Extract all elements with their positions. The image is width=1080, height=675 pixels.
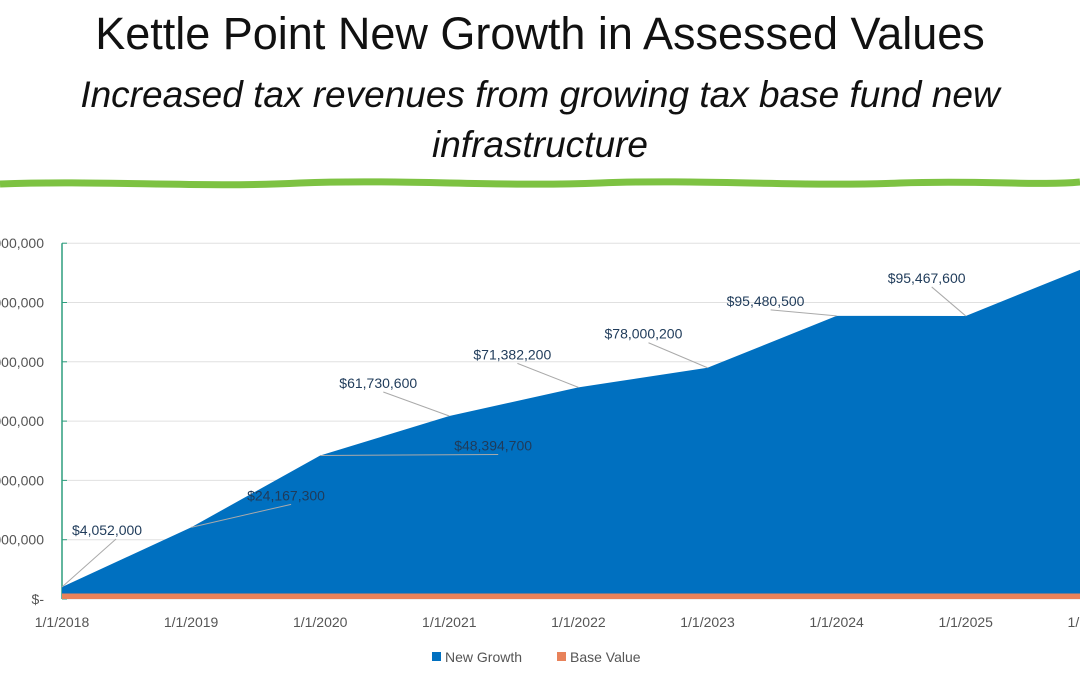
x-tick-label: 1/1/2022 (551, 614, 606, 630)
legend-swatch (432, 652, 441, 661)
base-value-area (62, 593, 1080, 599)
y-tick-label: $120,000,000 (0, 235, 44, 251)
legend-label: Base Value (570, 649, 641, 665)
data-label: $61,730,600 (339, 375, 417, 391)
leader-line (770, 309, 837, 317)
x-tick-label: 1/1/2019 (164, 614, 219, 630)
legend-swatch (557, 652, 566, 661)
new-growth-area (62, 269, 1080, 599)
y-tick-label: $- (32, 591, 45, 607)
x-tick-label: 1/1/2026 (1068, 614, 1080, 630)
leader-line (517, 362, 579, 388)
legend-label: New Growth (445, 649, 522, 665)
data-label: $4,052,000 (72, 522, 142, 538)
x-tick-label: 1/1/2021 (422, 614, 477, 630)
data-label: $95,480,500 (727, 293, 805, 309)
x-tick-label: 1/1/2018 (35, 614, 90, 630)
leader-line (931, 286, 967, 317)
y-tick-label: $20,000,000 (0, 532, 44, 548)
slide-subtitle: Increased tax revenues from growing tax … (80, 74, 1000, 165)
data-label: $95,467,600 (888, 270, 966, 286)
leader-line (383, 391, 450, 417)
leader-line (648, 342, 708, 369)
data-label: $78,000,200 (605, 326, 683, 342)
x-tick-label: 1/1/2020 (293, 614, 348, 630)
x-tick-label: 1/1/2025 (938, 614, 993, 630)
leader-line (61, 538, 117, 588)
y-tick-label: $100,000,000 (0, 295, 44, 311)
y-tick-label: $40,000,000 (0, 472, 44, 488)
x-tick-label: 1/1/2024 (809, 614, 864, 630)
x-tick-label: 1/1/2023 (680, 614, 735, 630)
data-label: $48,394,700 (454, 438, 532, 454)
data-label: $71,382,200 (473, 346, 551, 362)
slide-title: Kettle Point New Growth in Assessed Valu… (95, 8, 985, 59)
leader-line (190, 503, 292, 528)
leader-line (320, 454, 499, 457)
y-tick-label: $80,000,000 (0, 354, 44, 370)
green-divider (0, 178, 1080, 189)
y-tick-label: $60,000,000 (0, 413, 44, 429)
data-label: $24,167,300 (247, 487, 325, 503)
